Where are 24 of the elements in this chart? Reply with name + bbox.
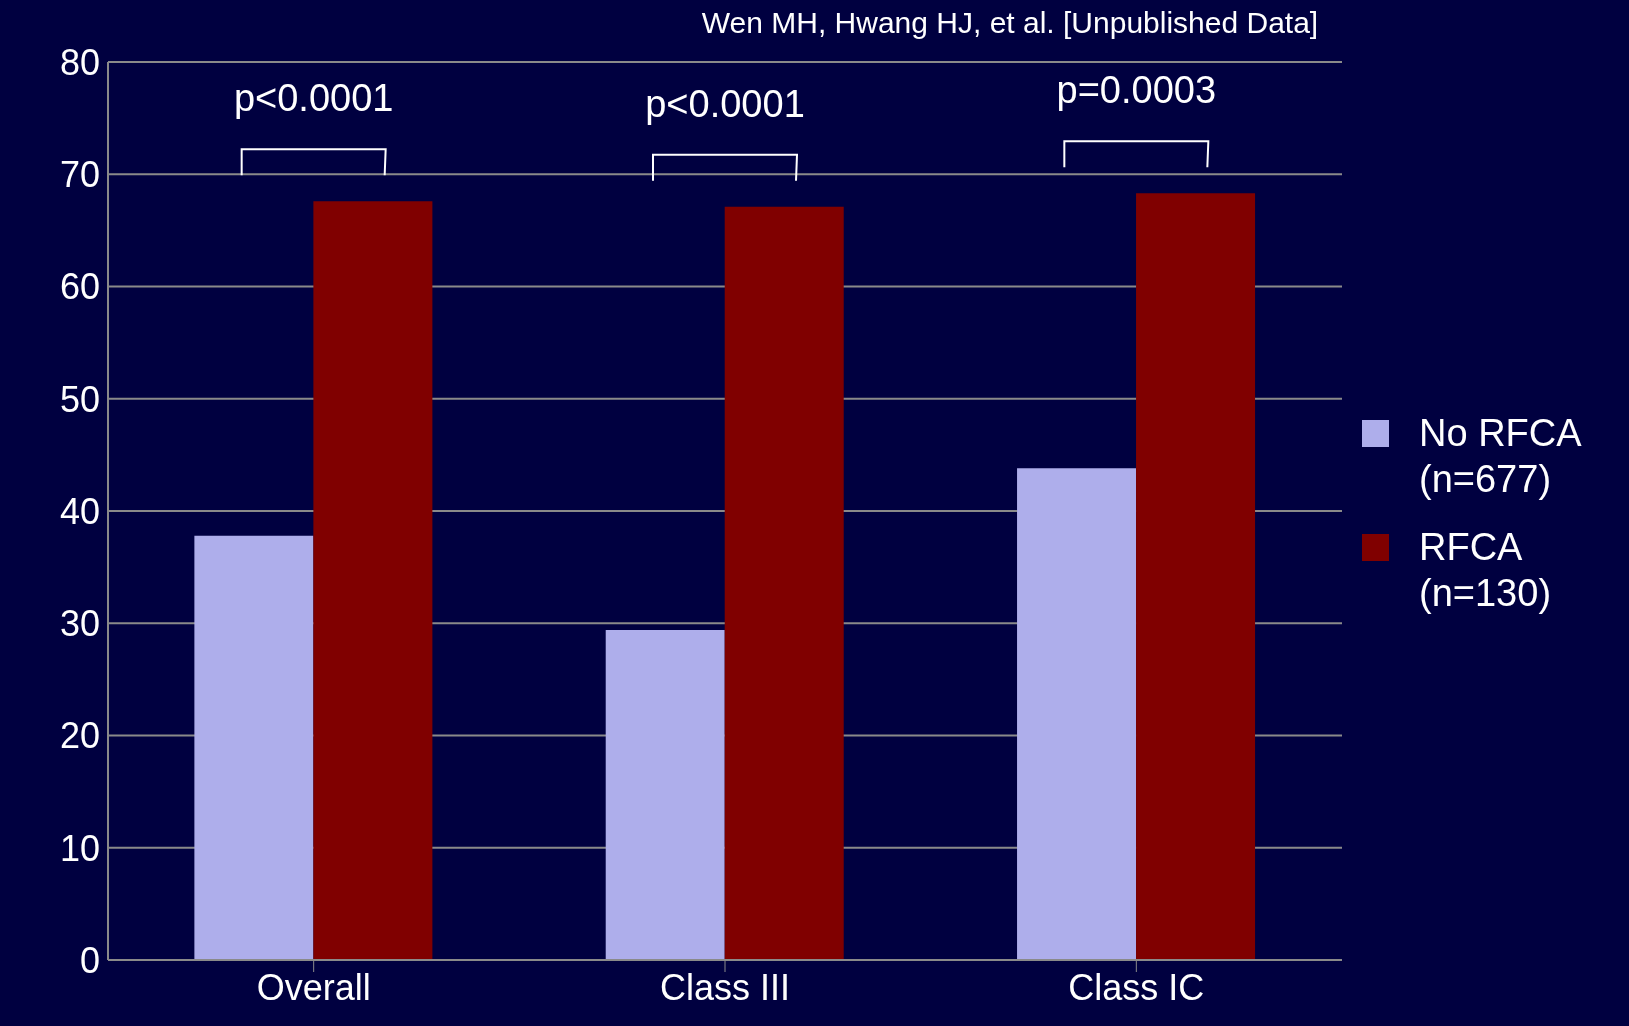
bar [605,629,725,960]
x-tick-label: Class III [659,966,791,1008]
y-tick-label: 80 [59,41,100,83]
x-tick-label: Overall [256,966,371,1008]
y-tick-label: 40 [59,490,100,532]
y-tick-label: 60 [59,266,100,308]
annotation: p<0.0001 [645,82,805,125]
bar [724,206,844,960]
y-tick-label: 50 [59,378,100,420]
annotation: p=0.0003 [1056,69,1217,112]
y-tick-label: 0 [79,939,100,981]
y-tick-label: 30 [59,603,100,645]
x-tick-label: Class IC [1068,966,1205,1008]
bar [194,535,314,960]
y-tick-label: 70 [59,154,100,196]
legend-label: No RFCA (n=677) [1419,411,1582,502]
legend-label: RFCA (n=130) [1419,525,1553,616]
y-tick-label: 10 [59,827,100,869]
bar [1017,468,1137,960]
y-tick-label: 20 [59,715,100,757]
bar [313,201,433,960]
bar [1136,193,1256,960]
text: Wen MH, Hwang HJ, et al. [Unpublished Data] [700,6,1320,40]
annotation: p<0.0001 [233,77,394,120]
